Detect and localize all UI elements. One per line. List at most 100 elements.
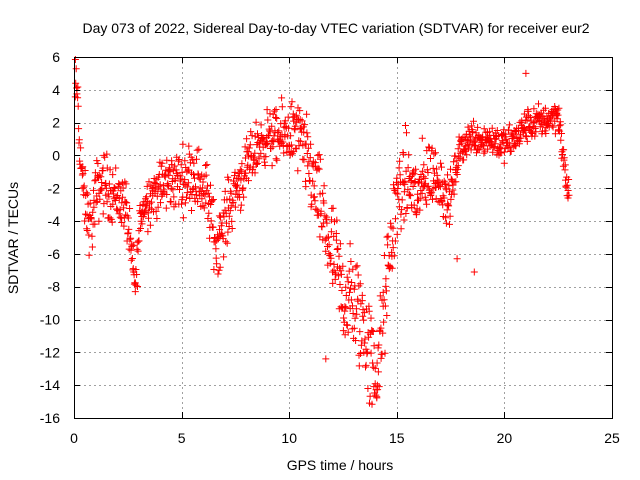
data-point xyxy=(227,189,235,197)
data-point xyxy=(114,192,122,199)
data-point xyxy=(541,104,549,112)
data-point xyxy=(303,150,311,157)
data-point xyxy=(303,129,311,137)
data-point xyxy=(81,217,89,225)
data-point xyxy=(305,170,313,177)
data-point xyxy=(438,163,445,171)
data-point xyxy=(95,171,103,179)
data-point xyxy=(74,94,82,102)
data-point xyxy=(128,242,136,250)
data-point xyxy=(557,121,565,129)
data-point xyxy=(345,267,353,275)
data-point xyxy=(75,136,83,144)
data-point xyxy=(128,255,136,262)
data-point xyxy=(177,175,185,183)
data-point xyxy=(215,212,223,220)
data-point xyxy=(542,130,550,137)
data-point xyxy=(404,164,412,172)
data-point xyxy=(349,302,356,310)
data-point xyxy=(441,179,449,187)
data-point xyxy=(310,182,318,190)
data-point xyxy=(108,218,116,226)
data-point xyxy=(389,244,397,252)
data-point xyxy=(455,153,463,161)
data-point xyxy=(365,307,373,315)
data-point xyxy=(176,186,183,193)
data-point xyxy=(113,205,121,213)
data-point xyxy=(368,326,376,334)
data-point xyxy=(380,318,388,326)
data-point xyxy=(231,203,239,211)
data-point xyxy=(343,321,351,329)
data-point xyxy=(393,230,401,238)
data-point xyxy=(84,190,92,198)
data-point xyxy=(274,129,282,136)
data-point xyxy=(120,222,128,230)
data-point xyxy=(500,159,508,167)
data-point xyxy=(403,129,410,137)
data-point xyxy=(417,187,425,194)
chart-title: Day 073 of 2022, Sidereal Day-to-day VTE… xyxy=(82,20,589,36)
data-point xyxy=(246,141,254,149)
data-point xyxy=(367,349,375,357)
data-point xyxy=(269,137,277,145)
data-point xyxy=(263,139,270,147)
data-point xyxy=(80,182,88,190)
data-point xyxy=(207,217,215,225)
data-point xyxy=(126,205,134,212)
data-point xyxy=(526,114,534,121)
data-point xyxy=(549,123,557,131)
data-point xyxy=(137,225,144,232)
data-point xyxy=(203,161,211,169)
data-point xyxy=(106,214,114,222)
data-point xyxy=(337,270,345,278)
data-point xyxy=(116,213,124,221)
data-point xyxy=(379,288,387,296)
data-point xyxy=(162,204,170,212)
data-point xyxy=(342,283,350,291)
data-point xyxy=(315,151,323,159)
x-tick-label: 5 xyxy=(178,430,186,446)
data-point xyxy=(206,193,213,201)
data-point xyxy=(167,184,175,192)
data-point xyxy=(268,122,276,130)
data-point xyxy=(354,271,362,279)
data-point xyxy=(428,188,436,196)
data-point xyxy=(74,102,82,110)
data-point xyxy=(326,259,334,267)
data-point xyxy=(317,207,325,215)
data-point xyxy=(500,148,508,156)
data-point xyxy=(77,144,85,152)
data-point xyxy=(424,182,432,190)
plot-frame xyxy=(74,57,613,419)
y-tick-label: -8 xyxy=(48,279,61,295)
data-point xyxy=(454,162,462,170)
data-point xyxy=(226,195,234,203)
data-point xyxy=(402,122,409,129)
data-point xyxy=(223,239,231,247)
data-point xyxy=(243,135,251,143)
data-point xyxy=(427,190,435,198)
data-point xyxy=(325,233,332,241)
data-point xyxy=(281,117,289,125)
data-point xyxy=(255,155,263,163)
data-point xyxy=(220,253,228,261)
data-point xyxy=(300,156,308,164)
data-point xyxy=(507,147,515,155)
data-point xyxy=(115,180,123,188)
data-point xyxy=(419,167,427,175)
data-point xyxy=(430,150,438,158)
data-point xyxy=(531,132,539,140)
data-point xyxy=(300,128,308,136)
data-point xyxy=(433,171,441,179)
data-point xyxy=(522,132,530,140)
data-point xyxy=(370,342,378,350)
data-point xyxy=(371,364,379,372)
data-point xyxy=(264,116,272,124)
data-point xyxy=(252,160,260,168)
data-point xyxy=(436,183,444,191)
y-tick-label: -4 xyxy=(48,213,61,229)
data-point xyxy=(460,156,468,164)
data-point xyxy=(142,193,150,201)
data-point xyxy=(368,400,376,408)
